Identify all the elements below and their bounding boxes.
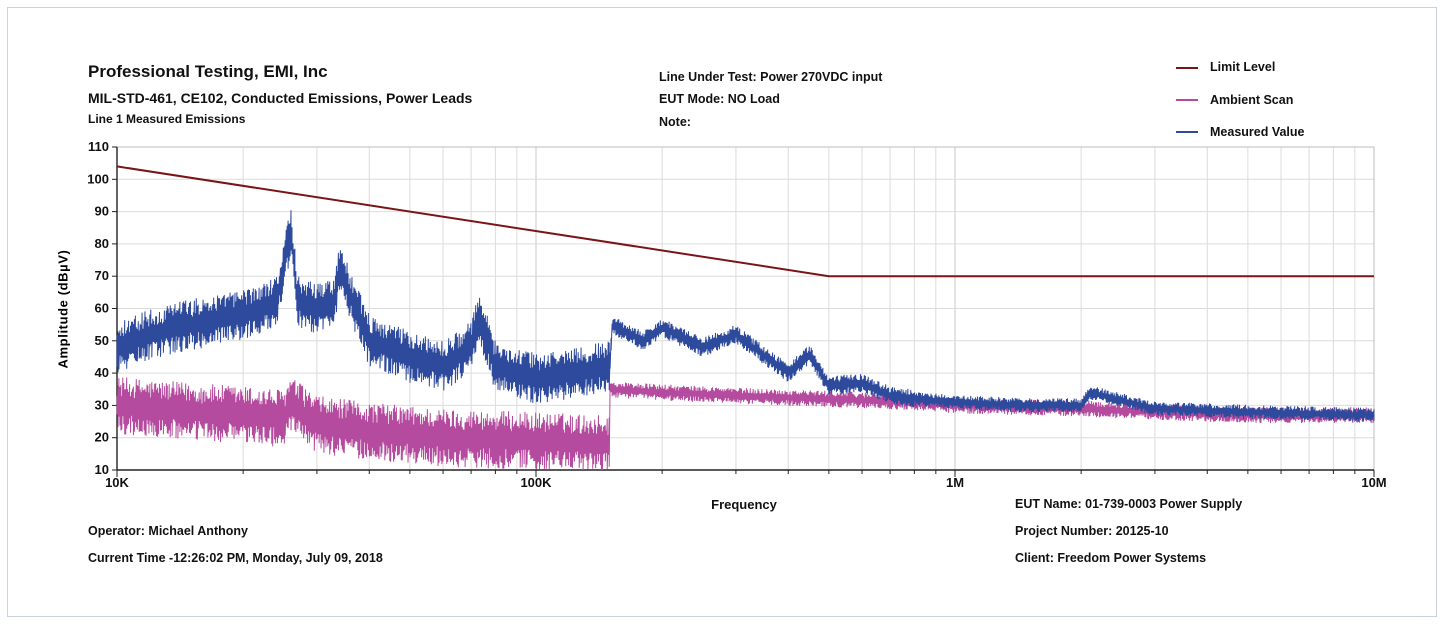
- project-number: Project Number: 20125-10: [1015, 524, 1169, 538]
- series-limit-level: [116, 165, 1374, 278]
- y-axis-label: Amplitude (dBµV): [55, 249, 71, 369]
- eut-name: EUT Name: 01-739-0003 Power Supply: [1015, 497, 1243, 511]
- legend-label-ambient-scan: Ambient Scan: [1210, 93, 1294, 107]
- y-tick-label: 90: [95, 204, 109, 219]
- series-measured-value: [116, 210, 1375, 422]
- legend-label-measured-value: Measured Value: [1210, 125, 1305, 139]
- legend-swatch-ambient-scan: [1176, 99, 1198, 101]
- y-tick-label: 40: [95, 365, 109, 380]
- x-axis-label: Frequency: [711, 497, 777, 512]
- y-tick-label: 20: [95, 430, 109, 445]
- x-tick-label: 10M: [1361, 475, 1386, 490]
- chart-subtitle: MIL-STD-461, CE102, Conducted Emissions,…: [88, 90, 473, 106]
- y-tick-label: 100: [87, 171, 109, 186]
- legend-swatch-limit-level: [1176, 67, 1198, 69]
- y-tick-label: 70: [95, 268, 109, 283]
- chart-title: Professional Testing, EMI, Inc: [88, 62, 328, 81]
- legend-label-limit-level: Limit Level: [1210, 60, 1276, 74]
- y-tick-label: 80: [95, 236, 109, 251]
- x-tick-label: 100K: [520, 475, 552, 490]
- x-tick-label: 10K: [105, 475, 129, 490]
- client: Client: Freedom Power Systems: [1015, 551, 1207, 565]
- eut-mode: EUT Mode: NO Load: [659, 92, 780, 106]
- note: Note:: [659, 115, 691, 129]
- line-under-test: Line Under Test: Power 270VDC input: [659, 70, 883, 84]
- chart-subtitle-2: Line 1 Measured Emissions: [88, 112, 246, 126]
- x-tick-label: 1M: [946, 475, 964, 490]
- y-tick-label: 30: [95, 397, 109, 412]
- y-tick-label: 60: [95, 301, 109, 316]
- current-time: Current Time -12:26:02 PM, Monday, July …: [88, 551, 383, 565]
- y-tick-label: 10: [95, 462, 109, 477]
- y-tick-label: 50: [95, 333, 109, 348]
- legend-swatch-measured-value: [1176, 131, 1198, 133]
- series-ambient-scan: [116, 377, 1375, 471]
- operator: Operator: Michael Anthony: [88, 524, 248, 538]
- y-tick-label: 110: [88, 139, 109, 154]
